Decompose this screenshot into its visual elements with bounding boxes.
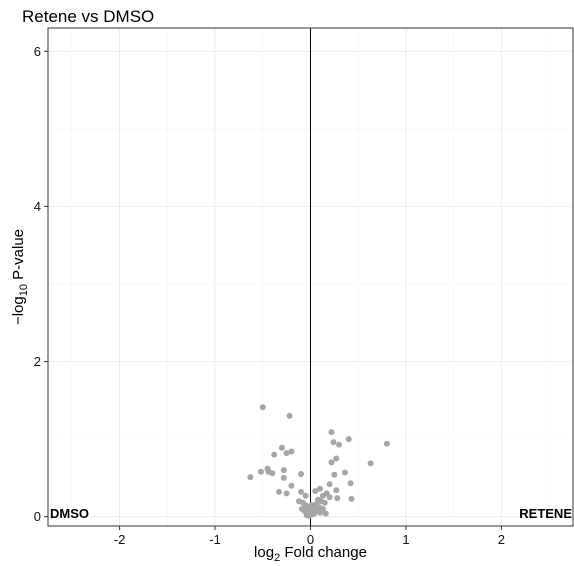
y-axis-title: −log10 P-value xyxy=(10,229,30,325)
data-point xyxy=(328,429,335,436)
data-point xyxy=(331,471,338,478)
data-point xyxy=(269,470,276,477)
data-point xyxy=(257,468,264,475)
y-axis-title-suffix: P-value xyxy=(10,229,27,284)
y-axis-title-subscript: 10 xyxy=(18,284,30,296)
data-point xyxy=(280,474,287,481)
data-point xyxy=(311,510,318,517)
y-tick-label: 4 xyxy=(34,199,41,214)
data-point xyxy=(330,439,337,446)
data-point xyxy=(383,440,390,447)
x-tick-label: -2 xyxy=(114,532,126,547)
data-point xyxy=(271,451,278,458)
data-point xyxy=(328,459,335,466)
data-point xyxy=(247,474,254,481)
data-point xyxy=(280,467,287,474)
data-point xyxy=(348,495,355,502)
chart-title: Retene vs DMSO xyxy=(22,7,154,26)
data-point xyxy=(333,487,340,494)
data-point xyxy=(326,481,333,488)
retene-label: RETENE xyxy=(519,506,572,521)
data-point xyxy=(319,492,326,499)
x-tick-label: 2 xyxy=(498,532,505,547)
x-axis-title-prefix: log xyxy=(254,544,274,561)
data-point xyxy=(288,482,295,489)
data-point xyxy=(326,494,333,501)
y-tick-label: 6 xyxy=(34,44,41,59)
data-point xyxy=(286,412,293,419)
data-point xyxy=(302,492,309,499)
dmso-label: DMSO xyxy=(50,506,89,521)
data-point xyxy=(333,455,340,462)
data-point xyxy=(276,488,282,495)
x-tick-label: 1 xyxy=(402,532,409,547)
data-point xyxy=(278,444,285,451)
data-point xyxy=(345,436,352,443)
x-axis-title-suffix: Fold change xyxy=(280,544,367,561)
data-point xyxy=(298,471,304,477)
data-point xyxy=(321,499,328,506)
data-point xyxy=(298,488,304,495)
y-axis: 0 2 4 6 xyxy=(34,44,48,524)
y-axis-title-prefix: −log xyxy=(10,296,27,325)
data-point xyxy=(336,441,343,448)
y-tick-label: 0 xyxy=(34,509,41,524)
data-point xyxy=(283,450,290,457)
x-axis-title-subscript: 2 xyxy=(274,552,280,564)
data-point xyxy=(322,510,329,517)
data-point xyxy=(341,469,348,476)
data-point xyxy=(317,509,323,516)
x-tick-label: 0 xyxy=(307,532,314,547)
data-point xyxy=(283,490,290,497)
data-point xyxy=(334,495,341,502)
data-point xyxy=(259,404,266,411)
x-tick-label: -1 xyxy=(209,532,221,547)
x-axis: -2 -1 0 1 2 xyxy=(114,526,505,547)
data-point xyxy=(317,485,323,492)
data-point xyxy=(367,460,374,467)
x-axis-title: log2 Fold change xyxy=(254,544,367,564)
data-point xyxy=(347,480,354,487)
data-points xyxy=(247,404,390,519)
data-point xyxy=(288,448,295,455)
data-point xyxy=(312,488,319,495)
y-tick-label: 2 xyxy=(34,354,41,369)
